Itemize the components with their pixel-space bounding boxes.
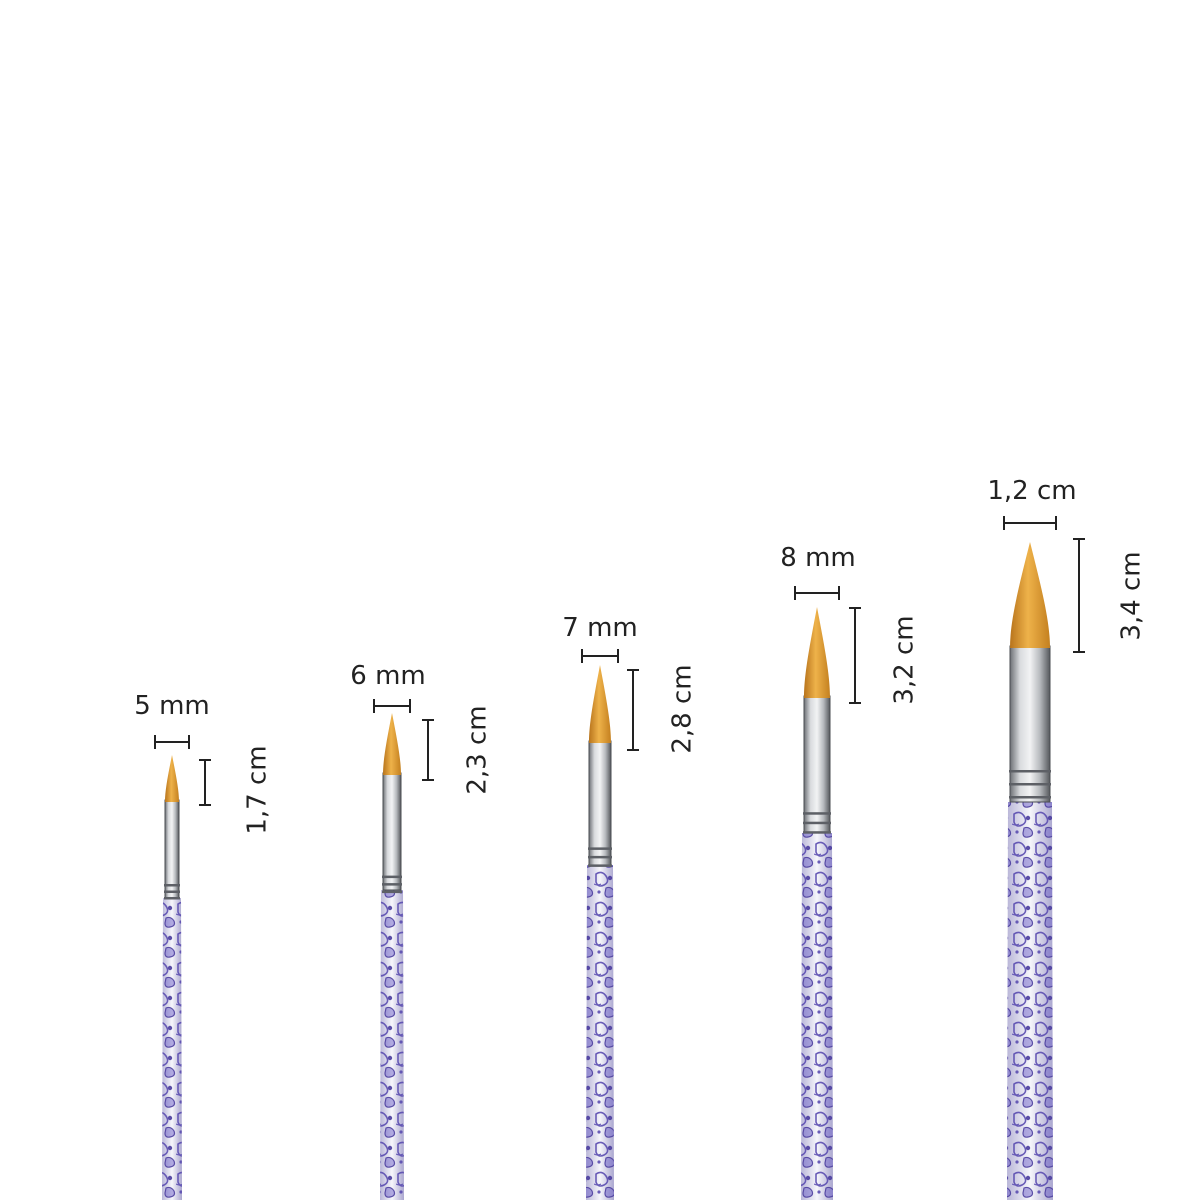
brush-bristles <box>165 755 179 802</box>
brush-1: 5 mm 1,7 cm <box>134 691 273 1200</box>
ferrule-ring <box>164 890 180 893</box>
brush-bristles <box>1010 542 1050 648</box>
width-label: 5 mm <box>134 691 209 721</box>
length-dimension <box>1073 538 1085 653</box>
brush-5: 1,2 cm 3,4 cm <box>987 476 1147 1200</box>
ferrule-ring <box>382 883 402 886</box>
ferrule-ring <box>803 831 831 834</box>
handle-floral-pattern <box>801 833 833 1200</box>
brush-ferrule <box>588 740 612 866</box>
brush-ferrule <box>382 772 402 891</box>
length-label: 2,3 cm <box>463 705 493 794</box>
width-dimension <box>373 699 411 713</box>
brush-2: 6 mm 2,3 cm <box>350 661 493 1200</box>
brush-ferrule <box>1009 645 1051 803</box>
brush-ferrule <box>164 799 180 899</box>
ferrule-ring <box>382 875 402 879</box>
ferrule-ring <box>382 890 402 894</box>
ferrule-ring <box>803 812 831 815</box>
ferrule-ring <box>588 847 612 850</box>
brush-bristles <box>804 607 830 698</box>
length-dimension <box>849 607 861 704</box>
length-label: 1,7 cm <box>243 745 273 834</box>
length-dimension <box>422 719 434 781</box>
ferrule-ring <box>1009 783 1051 786</box>
width-label: 6 mm <box>350 661 425 691</box>
length-label: 3,2 cm <box>890 615 920 704</box>
brush-4: 8 mm 3,2 cm <box>780 543 920 1200</box>
length-dimension <box>627 669 639 751</box>
ferrule-ring <box>164 897 180 900</box>
ferrule-ring <box>588 855 612 859</box>
width-label: 7 mm <box>562 613 637 643</box>
width-dimension <box>1003 516 1057 530</box>
length-label: 2,8 cm <box>668 664 698 753</box>
handle-floral-pattern <box>586 865 614 1200</box>
length-label: 3,4 cm <box>1117 551 1147 640</box>
handle-floral-pattern <box>162 898 182 1200</box>
width-dimension <box>581 649 619 663</box>
handle-floral-pattern <box>1007 802 1053 1200</box>
ferrule-ring <box>588 864 612 867</box>
width-dimension <box>794 586 840 600</box>
length-dimension <box>199 759 211 806</box>
brush-3: 7 mm 2,8 cm <box>562 613 698 1200</box>
ferrule-ring <box>1009 770 1051 773</box>
brush-bristles <box>589 665 611 743</box>
ferrule-ring <box>1009 796 1051 799</box>
ferrule-ring <box>164 884 180 887</box>
ferrule-ring <box>803 821 831 825</box>
width-label: 1,2 cm <box>987 476 1076 506</box>
brush-bristles <box>383 713 401 775</box>
handle-floral-pattern <box>380 890 404 1200</box>
width-dimension <box>154 735 190 749</box>
width-label: 8 mm <box>780 543 855 573</box>
